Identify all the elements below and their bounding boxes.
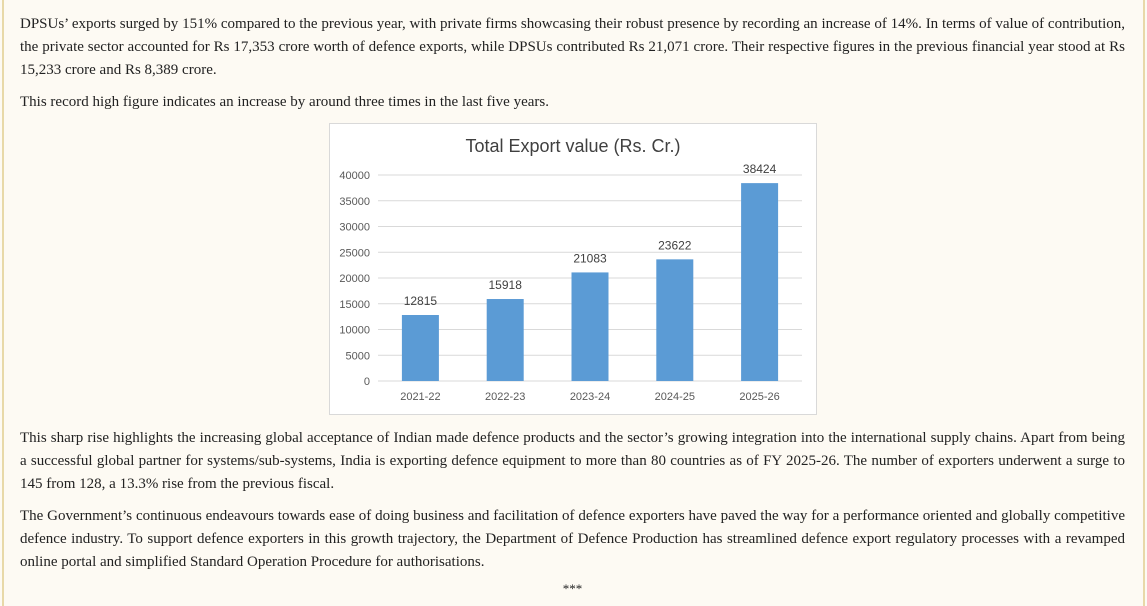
paragraph-global-acceptance: This sharp rise highlights the increasin…	[20, 430, 1125, 492]
bar-2022-23	[486, 299, 524, 381]
data-label: 15918	[489, 278, 523, 292]
y-tick-label: 20000	[339, 273, 370, 285]
data-label: 38424	[743, 162, 777, 176]
bar-2024-25	[656, 259, 694, 381]
data-label: 12815	[404, 294, 438, 308]
x-tick-label: 2023-24	[570, 391, 610, 403]
bar-2025-26	[741, 183, 779, 381]
right-border	[1143, 0, 1145, 606]
chart-title: Total Export value (Rs. Cr.)	[465, 136, 680, 156]
data-label: 21083	[573, 251, 607, 265]
y-tick-label: 30000	[339, 222, 370, 234]
article-body: DPSUs’ exports surged by 151% compared t…	[20, 13, 1125, 597]
bar-2023-24	[571, 272, 609, 381]
paragraph-record-high: This record high figure indicates an inc…	[20, 94, 549, 110]
x-tick-label: 2022-23	[485, 391, 525, 403]
y-tick-label: 10000	[339, 325, 370, 337]
y-tick-label: 25000	[339, 247, 370, 259]
y-tick-label: 40000	[339, 170, 370, 182]
x-tick-label: 2025-26	[739, 391, 779, 403]
data-label: 23622	[658, 238, 692, 252]
y-tick-label: 5000	[346, 350, 370, 362]
left-border	[2, 0, 4, 606]
paragraph-exports-growth: DPSUs’ exports surged by 151% compared t…	[20, 16, 1125, 78]
y-tick-label: 0	[364, 376, 370, 388]
chart-canvas: Total Export value (Rs. Cr.) 0 5000 10000 15…	[339, 136, 802, 403]
x-tick-label: 2021-22	[400, 391, 440, 403]
y-tick-label: 15000	[339, 299, 370, 311]
y-tick-label: 35000	[339, 196, 370, 208]
export-value-chart: Total Export value (Rs. Cr.) 0 5000 10000 15…	[329, 123, 817, 415]
paragraph-government-efforts: The Government’s continuous endeavours t…	[20, 508, 1125, 570]
bar-2021-22	[401, 315, 439, 381]
x-tick-label: 2024-25	[655, 391, 695, 403]
end-marker: ***	[562, 581, 583, 596]
